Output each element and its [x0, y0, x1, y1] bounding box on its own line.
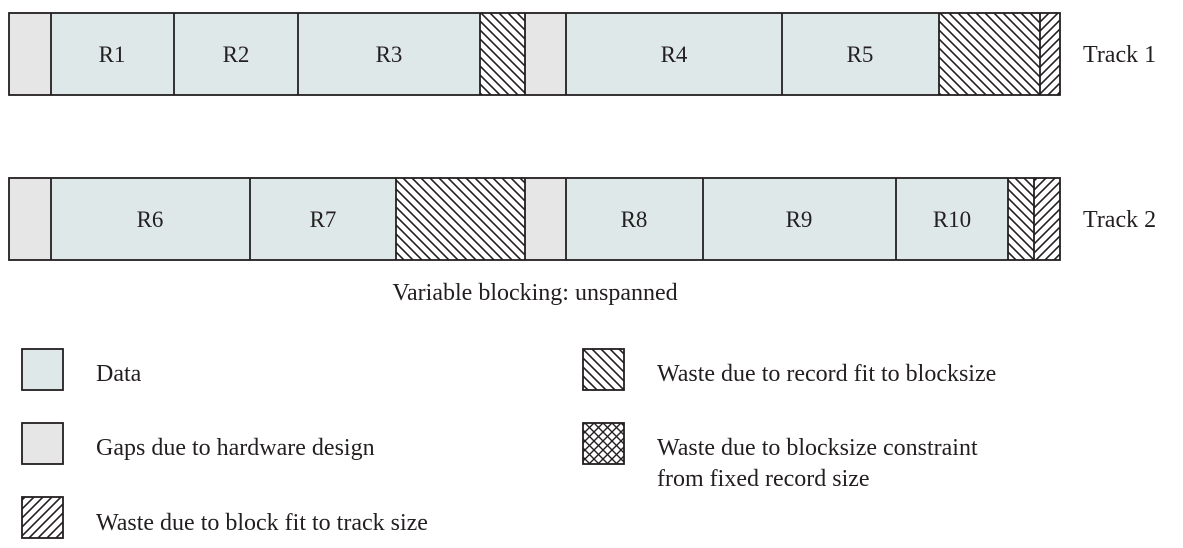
- legend-label: Waste due to blocksize constraint: [657, 435, 978, 461]
- legend: Data Gaps due to hardware design Waste d…: [21, 348, 996, 539]
- legend-swatch-fixed-record: [582, 422, 625, 465]
- legend-label: Gaps due to hardware design: [96, 435, 375, 461]
- record-label: R10: [933, 207, 971, 232]
- track-label: Track 1: [1083, 42, 1156, 68]
- track-label: Track 2: [1083, 207, 1156, 233]
- record-r10: [896, 178, 1008, 260]
- legend-label: from fixed record size: [657, 466, 870, 492]
- waste-track-fit: [1034, 178, 1060, 260]
- record-r7: [250, 178, 396, 260]
- legend-label: Waste due to record fit to blocksize: [657, 361, 996, 387]
- gap-segment: [525, 178, 566, 260]
- record-label: R3: [376, 42, 403, 67]
- record-r8: [566, 178, 703, 260]
- record-r6: [51, 178, 250, 260]
- gap-segment: [9, 178, 51, 260]
- record-r5: [782, 13, 939, 95]
- waste-record-fit: [396, 178, 525, 260]
- record-r2: [174, 13, 298, 95]
- track-2: R6 R7 R8 R9 R10 Track 2: [8, 177, 1156, 261]
- gap-segment: [9, 13, 51, 95]
- waste-track-fit: [1040, 13, 1060, 95]
- legend-swatch-gap: [21, 422, 64, 465]
- record-label: R5: [847, 42, 874, 67]
- waste-record-fit: [939, 13, 1040, 95]
- legend-label: Waste due to block fit to track size: [96, 510, 428, 536]
- legend-swatch-data: [21, 348, 64, 391]
- legend-swatch-record-fit: [582, 348, 625, 391]
- record-label: R6: [137, 207, 164, 232]
- record-r4: [566, 13, 782, 95]
- track-1: R1 R2 R3 R4 R5 Track 1: [8, 12, 1156, 96]
- record-label: R8: [621, 207, 648, 232]
- waste-record-fit: [1008, 178, 1034, 260]
- record-label: R7: [310, 207, 337, 232]
- gap-segment: [525, 13, 566, 95]
- record-label: R4: [661, 42, 688, 67]
- record-label: R2: [223, 42, 250, 67]
- record-label: R9: [786, 207, 813, 232]
- record-r3: [298, 13, 480, 95]
- legend-label: Data: [96, 361, 142, 387]
- waste-record-fit: [480, 13, 525, 95]
- diagram-caption: Variable blocking: unspanned: [392, 280, 677, 306]
- legend-swatch-track-fit: [21, 496, 64, 539]
- record-r1: [51, 13, 174, 95]
- record-label: R1: [99, 42, 126, 67]
- record-r9: [703, 178, 896, 260]
